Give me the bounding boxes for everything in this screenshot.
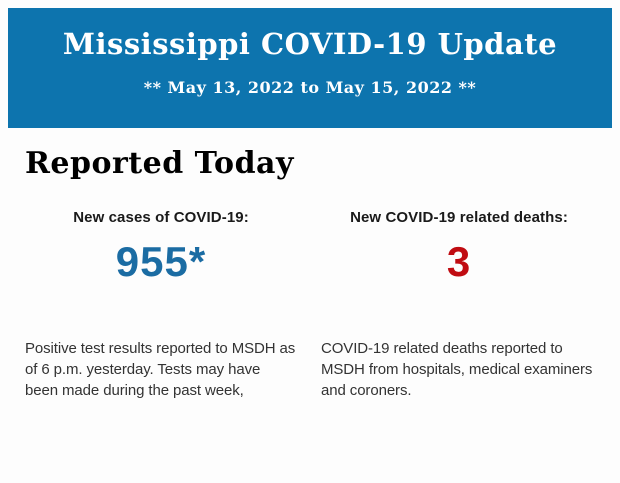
date-range: ** May 13, 2022 to May 15, 2022 ** — [143, 77, 477, 97]
cases-column: New cases of COVID-19: 955* — [25, 209, 297, 286]
stats-grid: New cases of COVID-19: 955* New COVID-19… — [25, 209, 597, 401]
deaths-value: 3 — [446, 237, 472, 285]
deaths-label: New COVID-19 related deaths: — [350, 208, 568, 226]
cases-description: Positive test results reported to MSDH a… — [25, 339, 296, 399]
section-heading: Reported Today — [25, 146, 294, 181]
deaths-column: New COVID-19 related deaths: 3 — [321, 209, 597, 286]
header-banner: Mississippi COVID-19 Update ** May 13, 2… — [8, 8, 612, 128]
cases-label: New cases of COVID-19: — [73, 208, 249, 226]
deaths-description: COVID-19 related deaths reported to MSDH… — [321, 339, 593, 399]
content: Reported Today New cases of COVID-19: 95… — [0, 128, 620, 401]
page-title: Mississippi COVID-19 Update — [62, 27, 558, 61]
cases-value: 955* — [115, 237, 207, 285]
